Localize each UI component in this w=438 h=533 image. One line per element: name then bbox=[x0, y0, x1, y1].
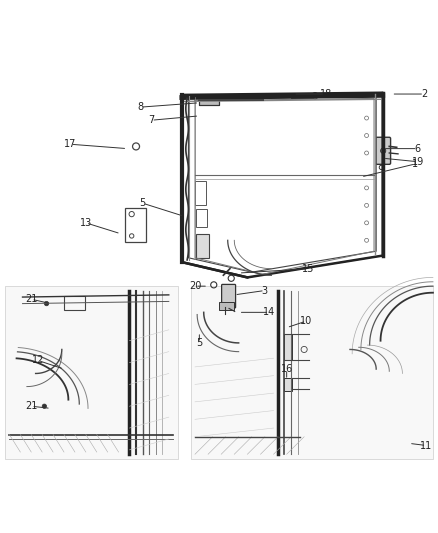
Circle shape bbox=[381, 148, 386, 154]
Text: 19: 19 bbox=[412, 157, 424, 167]
Text: 21: 21 bbox=[25, 294, 37, 304]
Text: 20: 20 bbox=[189, 281, 201, 291]
Text: 11: 11 bbox=[420, 440, 432, 450]
Bar bbox=[196, 209, 207, 227]
Text: 13: 13 bbox=[80, 218, 92, 228]
Text: 1: 1 bbox=[413, 159, 419, 169]
Text: 14: 14 bbox=[263, 308, 276, 317]
Bar bbox=[199, 100, 219, 105]
Text: 15: 15 bbox=[302, 264, 314, 273]
Text: 2: 2 bbox=[421, 89, 427, 99]
Bar bbox=[199, 100, 219, 105]
Text: 16: 16 bbox=[281, 364, 293, 374]
Bar bbox=[219, 302, 234, 310]
Text: 18: 18 bbox=[320, 89, 332, 99]
Text: 17: 17 bbox=[64, 139, 77, 149]
Text: 3: 3 bbox=[262, 286, 268, 295]
Bar bbox=[195, 181, 206, 205]
Text: 5: 5 bbox=[139, 198, 146, 208]
Text: 8: 8 bbox=[138, 102, 144, 112]
Bar bbox=[191, 286, 433, 458]
Bar bbox=[125, 207, 146, 243]
FancyBboxPatch shape bbox=[376, 138, 391, 164]
Text: 10: 10 bbox=[300, 316, 312, 326]
Text: 21: 21 bbox=[25, 401, 37, 411]
Circle shape bbox=[42, 404, 46, 408]
Bar bbox=[196, 234, 209, 258]
Text: 12: 12 bbox=[32, 356, 44, 365]
Bar bbox=[285, 334, 292, 360]
Text: 6: 6 bbox=[415, 143, 421, 154]
Text: 7: 7 bbox=[148, 115, 155, 125]
Bar bbox=[285, 378, 292, 391]
Bar bbox=[291, 93, 313, 99]
Bar bbox=[5, 286, 177, 458]
FancyBboxPatch shape bbox=[222, 285, 236, 308]
Circle shape bbox=[44, 302, 49, 306]
Bar bbox=[64, 296, 85, 310]
Text: 5: 5 bbox=[196, 338, 202, 348]
